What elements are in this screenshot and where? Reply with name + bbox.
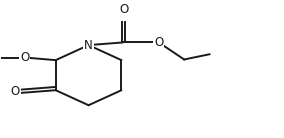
Text: O: O bbox=[154, 36, 164, 49]
Text: O: O bbox=[20, 51, 29, 64]
Text: N: N bbox=[84, 39, 93, 52]
Text: O: O bbox=[10, 85, 20, 98]
Text: O: O bbox=[119, 3, 128, 16]
